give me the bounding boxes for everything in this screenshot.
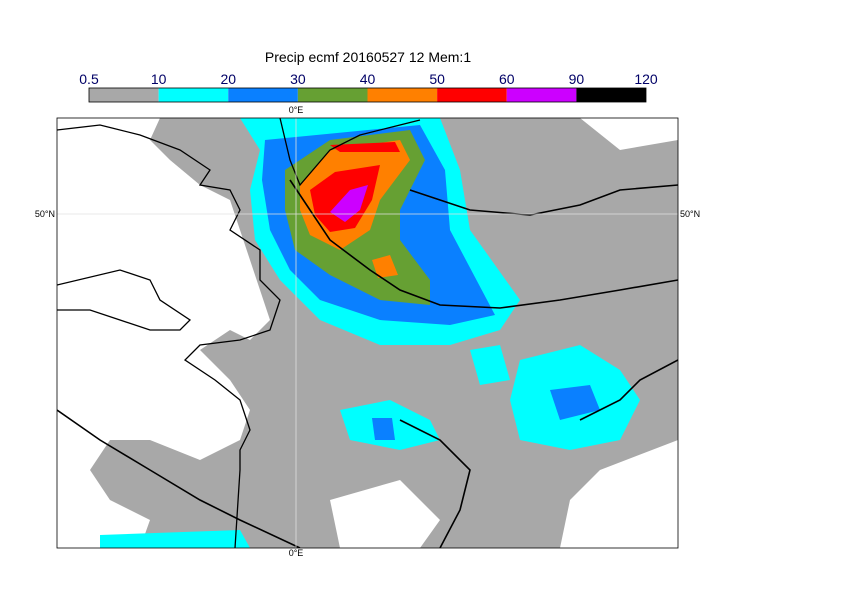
- title: Precip ecmf 20160527 12 Mem:1: [265, 49, 471, 65]
- lon-label: 0°E: [289, 105, 304, 115]
- lat-label: 50°N: [35, 209, 55, 219]
- colorbar-bin: [297, 88, 368, 102]
- precip-area: [372, 255, 398, 278]
- colorbar-frame: [88, 87, 647, 103]
- colorbar-label: 20: [220, 71, 236, 87]
- precip-area: [372, 418, 395, 440]
- colorbar-bin: [228, 88, 298, 102]
- map: 0°E 0°E 50°N 50°N: [35, 105, 700, 558]
- colorbar-label: 10: [151, 71, 167, 87]
- colorbar-label: 0.5: [79, 71, 99, 87]
- colorbar-bin: [576, 88, 646, 102]
- colorbar-label: 120: [634, 71, 658, 87]
- colorbar-bin: [437, 88, 507, 102]
- colorbar-bin: [158, 88, 229, 102]
- colorbar-bin: [367, 88, 438, 102]
- colorbar-bin: [506, 88, 577, 102]
- colorbar: 0.5 10 20 30 40 50 60 90 120: [79, 71, 658, 103]
- precip-area: [330, 142, 400, 152]
- lon-label: 0°E: [289, 548, 304, 558]
- colorbar-label: 50: [429, 71, 445, 87]
- colorbar-bin: [89, 88, 159, 102]
- lat-label: 50°N: [680, 209, 700, 219]
- map-frame: [56, 117, 679, 549]
- precip-area: [550, 385, 600, 420]
- colorbar-label: 90: [569, 71, 585, 87]
- precip-area: [330, 185, 368, 222]
- precip-area: [100, 530, 250, 548]
- precip-area: [470, 345, 510, 385]
- colorbar-label: 30: [290, 71, 306, 87]
- colorbar-label: 60: [499, 71, 515, 87]
- colorbar-label: 40: [360, 71, 376, 87]
